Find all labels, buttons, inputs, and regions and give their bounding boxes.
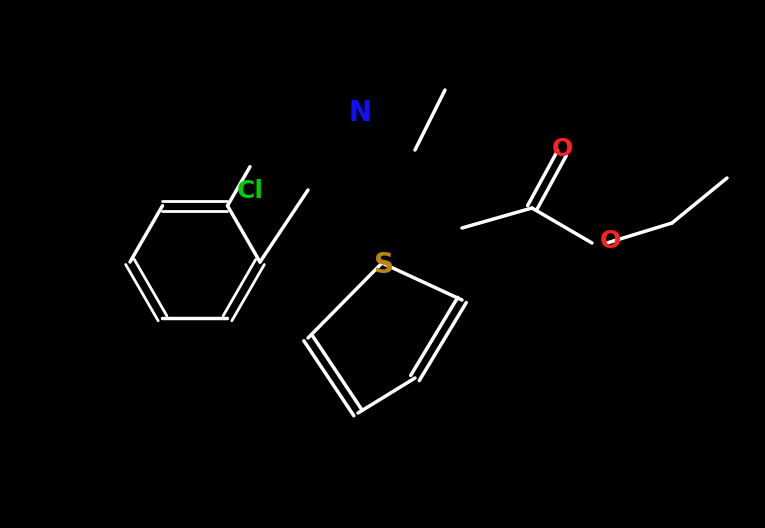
Text: N: N [348,99,372,127]
Text: O: O [599,229,620,253]
Text: Cl: Cl [236,179,263,203]
Text: O: O [552,137,573,161]
Text: S: S [374,251,394,279]
